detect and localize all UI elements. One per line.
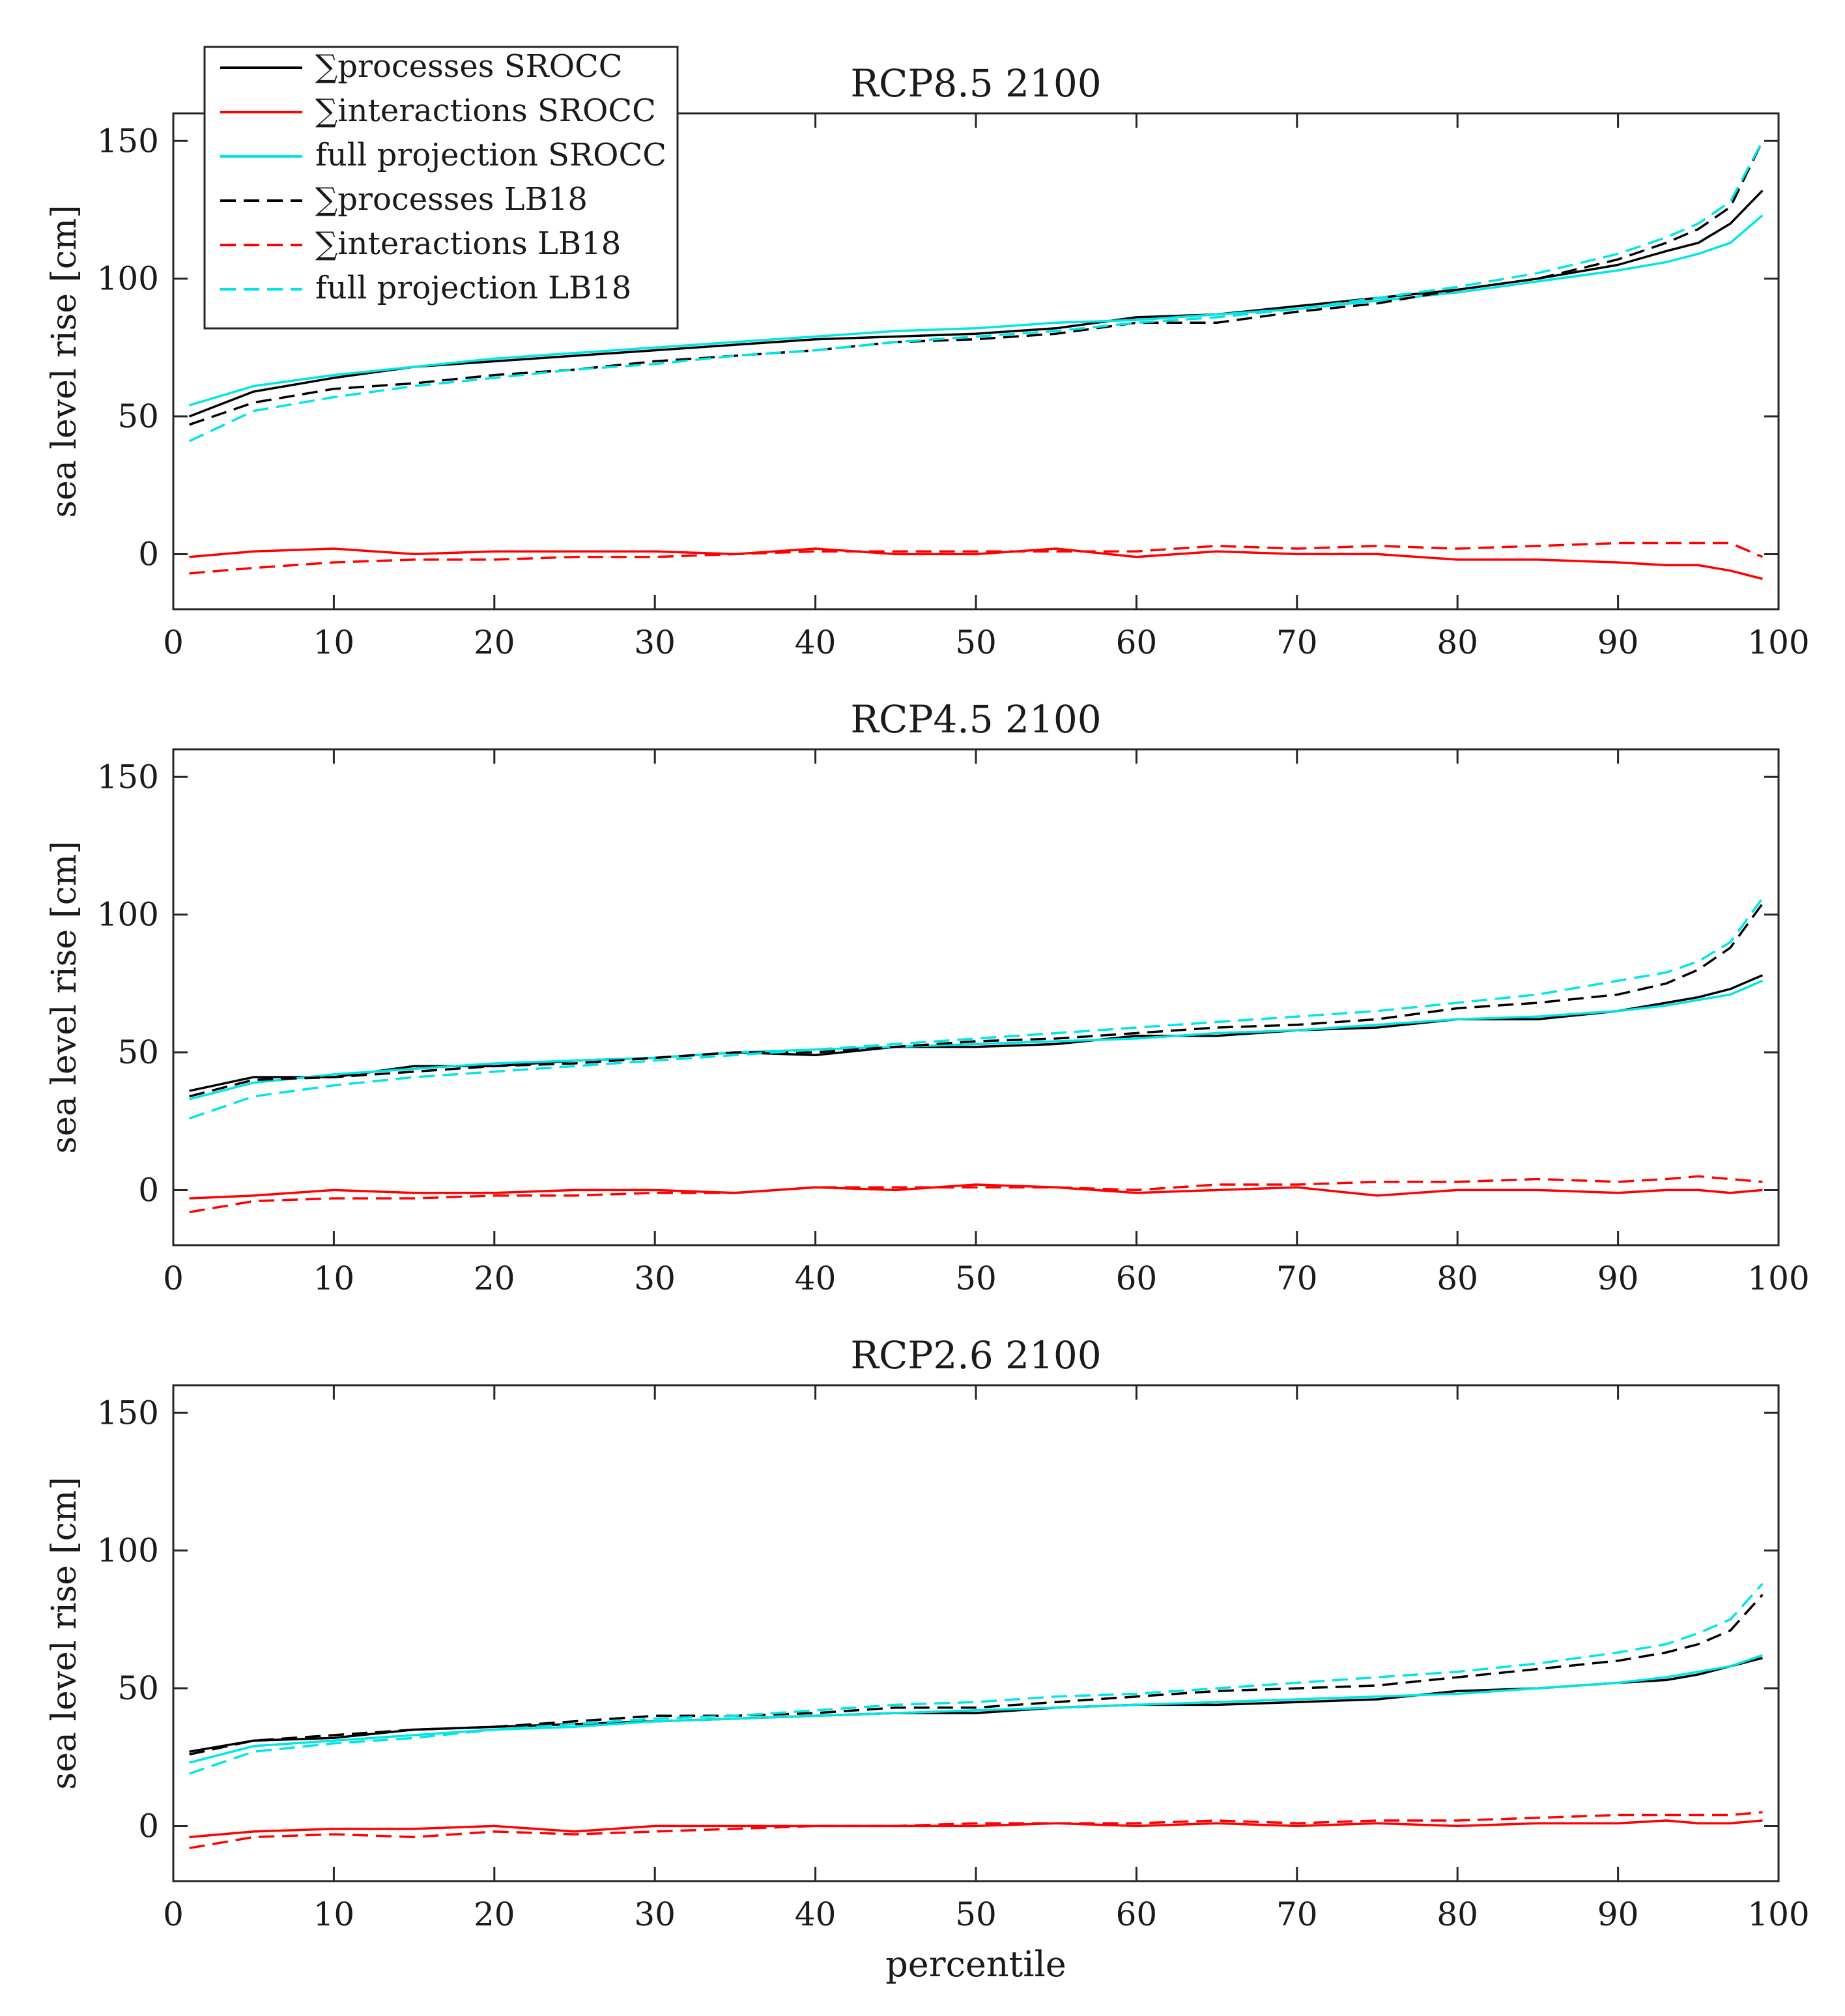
legend-label-4: ∑processes LB18	[315, 181, 588, 218]
legend-label-2: ∑interactions SROCC	[315, 93, 656, 129]
legend-label-3: full projection SROCC	[315, 137, 666, 173]
series-line-5	[189, 1175, 1763, 1214]
legend-label-5: ∑interactions LB18	[315, 225, 621, 262]
legend: ∑processes SROCC ∑interactions SROCC full …	[203, 46, 679, 330]
series-line-4	[189, 1594, 1764, 1756]
chart-title: RCP4.5 2100	[850, 697, 1101, 742]
y-tick-label: 100	[97, 896, 159, 934]
x-axis-label: percentile	[885, 1944, 1066, 1985]
x-tick-label: 70	[1276, 1895, 1318, 1933]
chart-panel-3: 0 10 20 30 40 50 60 70 80 90 100 0 50 100 150 RCP2.6 21…	[45, 1333, 1810, 1985]
series-line-3	[189, 979, 1764, 1101]
y-tick-label: 150	[97, 758, 159, 796]
chart-title: RCP8.5 2100	[850, 61, 1101, 106]
x-tick-label: 100	[1747, 624, 1809, 661]
x-tick-label: 90	[1597, 1895, 1639, 1933]
x-tick-label: 50	[955, 624, 997, 661]
x-tick-label: 40	[795, 1895, 837, 1933]
x-tick-label: 100	[1747, 1260, 1809, 1297]
series-line-4	[189, 902, 1764, 1098]
y-tick-label: 0	[138, 1807, 159, 1845]
x-tick-label: 60	[1116, 624, 1158, 661]
y-tick-label: 100	[97, 260, 159, 298]
y-tick-label: 150	[97, 122, 159, 160]
series-line-5	[189, 541, 1764, 575]
y-tick-label: 150	[97, 1394, 159, 1432]
x-tick-label: 50	[955, 1895, 997, 1933]
x-tick-label: 90	[1597, 1260, 1639, 1297]
y-tick-label: 50	[117, 1669, 159, 1707]
x-tick-label: 40	[795, 1260, 837, 1297]
x-tick-label: 10	[313, 1895, 355, 1933]
x-tick-label: 90	[1597, 624, 1639, 661]
y-tick-label: 0	[138, 535, 159, 573]
x-tick-label: 30	[634, 1260, 676, 1297]
x-tick-label: 70	[1276, 1260, 1318, 1297]
x-tick-label: 60	[1116, 1895, 1158, 1933]
legend-label-6: full projection LB18	[315, 270, 631, 306]
y-tick-label: 0	[138, 1171, 159, 1209]
chart-panel-1: 0 10 20 30 40 50 60 70 80 90 100 0 50 100 150 RCP8.5 21…	[45, 46, 1810, 661]
x-tick-label: 40	[795, 624, 837, 661]
series-line-1	[188, 190, 1764, 418]
y-axis-label: sea level rise [cm]	[45, 205, 84, 517]
x-tick-label: 30	[634, 624, 676, 661]
x-tick-label: 20	[474, 624, 515, 661]
chart-title: RCP2.6 2100	[850, 1333, 1101, 1377]
x-tick-label: 0	[163, 1895, 184, 1933]
series-line-3	[189, 214, 1764, 407]
x-tick-label: 20	[474, 1260, 515, 1297]
x-tick-label: 100	[1747, 1895, 1809, 1933]
x-tick-label: 10	[313, 1260, 355, 1297]
chart-panel-2: 0 10 20 30 40 50 60 70 80 90 100 0 50 100 150 RCP4.5 21…	[45, 697, 1810, 1297]
y-tick-label: 100	[97, 1532, 159, 1570]
y-axis-label: sea level rise [cm]	[45, 1476, 84, 1789]
legend-label-1: ∑processes SROCC	[315, 48, 623, 85]
x-tick-label: 50	[955, 1260, 997, 1297]
x-tick-label: 20	[474, 1895, 515, 1933]
series-line-6	[188, 140, 1764, 442]
series-line-2	[189, 547, 1763, 581]
x-tick-label: 30	[634, 1895, 676, 1933]
x-tick-label: 10	[313, 624, 355, 661]
series-line-4	[189, 140, 1764, 426]
y-tick-label: 50	[117, 397, 159, 435]
x-tick-label: 80	[1437, 1895, 1478, 1933]
x-tick-label: 0	[163, 1260, 184, 1297]
series-line-5	[189, 1811, 1763, 1850]
y-axis-label: sea level rise [cm]	[45, 841, 84, 1153]
legend-box	[203, 46, 679, 330]
x-tick-label: 70	[1276, 624, 1318, 661]
series-line-6	[189, 897, 1764, 1120]
series-line-6	[189, 1583, 1764, 1775]
y-tick-label: 50	[117, 1033, 159, 1071]
x-tick-label: 60	[1116, 1260, 1158, 1297]
x-tick-label: 0	[163, 624, 184, 661]
x-tick-label: 80	[1437, 1260, 1478, 1297]
x-tick-label: 80	[1437, 624, 1478, 661]
